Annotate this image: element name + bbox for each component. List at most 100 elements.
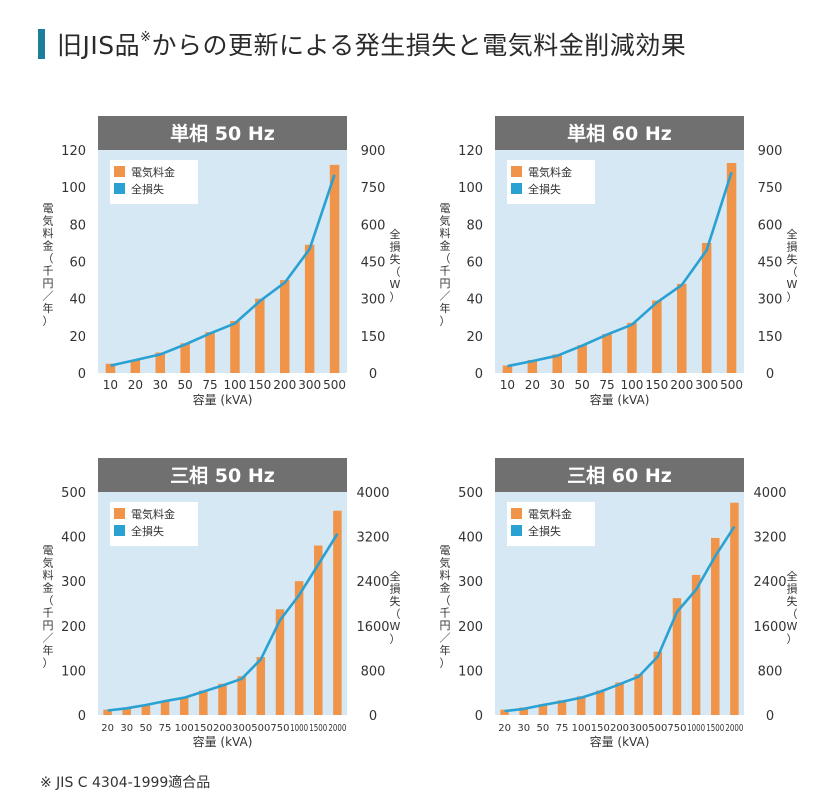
y-axis-label-char: ／ [440,290,451,303]
x-tick-label: 1000 [290,723,308,734]
chart-header [495,458,744,492]
y-axis-label-char: 料 [440,226,451,240]
y-axis-label-char: 料 [43,568,54,582]
x-tick-label: 30 [517,723,530,734]
y2-tick-label: 150 [758,330,783,345]
y-tick-label: 0 [475,709,483,724]
bar [691,574,701,715]
bar [577,345,587,373]
y-tick-label: 500 [61,486,86,501]
y-tick-label: 300 [458,575,483,590]
y2-tick-label: 2400 [356,575,389,590]
y2-tick-label: 4000 [356,486,389,501]
x-tick-label: 150 [645,378,668,392]
legend-label: 電気料金 [528,165,572,179]
x-tick-label: 500 [323,378,346,392]
bar [160,700,170,715]
legend-label: 電気料金 [131,165,175,179]
legend-swatch-bar [511,166,522,177]
y2-tick-label: 600 [758,218,783,233]
chart-three-phase-50hz: 三相 50 Hz01002003004005000800160024003200… [43,458,401,749]
x-tick-label: 200 [610,723,629,734]
y-tick-label: 80 [69,218,86,233]
x-tick-label: 750 [667,723,686,734]
bar [294,581,304,715]
x-axis-label: 容量 (kVA) [193,392,253,407]
y2-axis-label-char: 全 [390,569,401,583]
y-axis-label-char: 気 [440,214,451,228]
y2-tick-label: 450 [361,256,386,271]
y-axis-label-char: 年 [43,643,54,657]
y2-axis-label-char: W [787,620,798,633]
bar [105,363,116,373]
x-tick-label: 100 [175,723,194,734]
y-tick-label: 20 [466,330,483,345]
title-accent-bar [38,29,45,59]
legend-label: 電気料金 [131,507,175,521]
x-tick-label: 20 [498,723,511,734]
legend-swatch-line [114,525,125,536]
y-axis-label-char: ） [440,315,451,328]
y-axis-label: 電気料金（千円／年） [440,544,451,670]
y2-axis-label-char: ） [390,291,401,304]
legend-label: 電気料金 [528,507,572,521]
chart-title: 単相 60 Hz [567,122,672,145]
y2-axis-label-char: ） [787,633,798,646]
y2-tick-label: 750 [758,181,783,196]
y-axis-label-char: ） [440,657,451,670]
y2-axis-label-char: （ [787,608,798,621]
x-tick-label: 10 [500,378,515,392]
y2-axis-label-char: 損 [787,582,798,596]
x-tick-label: 750 [270,723,289,734]
y2-tick-label: 1600 [356,620,389,635]
chart-title: 単相 50 Hz [170,122,275,145]
y-tick-label: 60 [69,256,86,271]
x-tick-label: 10 [103,378,118,392]
y-axis-label-char: 円 [440,277,451,290]
x-tick-label: 30 [120,723,133,734]
y-tick-label: 0 [475,367,483,382]
series-line [110,174,336,367]
x-tick-label: 1500 [309,723,327,734]
y-tick-label: 400 [61,531,86,546]
y2-axis-label-char: ） [787,291,798,304]
y2-tick-label: 0 [766,367,774,382]
series-line [507,171,733,368]
y-axis-label-char: 気 [43,214,54,228]
y2-tick-label: 800 [758,664,783,679]
y-axis-label-char: 金 [440,581,451,595]
bar [280,280,290,373]
bar [596,690,605,715]
x-tick-label: 300 [695,378,718,392]
y2-axis-label-char: （ [787,266,798,279]
y2-axis-label-char: 失 [787,253,798,266]
bar [255,298,265,373]
y2-tick-label: 900 [758,144,783,159]
chart-title: 三相 50 Hz [170,465,275,487]
bar [179,697,189,715]
y2-axis-label: 全損失（W） [787,227,798,304]
x-tick-label: 1000 [687,723,705,734]
bar [333,510,342,715]
x-axis-label: 容量 (kVA) [590,734,650,749]
bar [652,300,662,373]
x-tick-label: 100 [223,378,246,392]
y-tick-label: 100 [61,181,86,196]
x-tick-label: 100 [572,723,591,734]
y2-tick-label: 800 [361,664,386,679]
x-tick-label: 500 [720,378,743,392]
y2-axis-label-char: 失 [390,253,401,266]
y-axis-label-char: 気 [43,556,54,570]
y-axis-label-char: 円 [440,619,451,632]
y-axis-label-char: 年 [440,301,451,315]
y2-axis-label-char: 損 [390,582,401,596]
bar [103,709,112,715]
bar [329,164,340,373]
chart-header [98,116,347,150]
y2-tick-label: 0 [369,367,377,382]
y-axis-label-char: 金 [43,581,54,595]
bar [141,705,151,715]
x-tick-label: 75 [599,378,614,392]
x-tick-label: 50 [178,378,193,392]
bar [130,359,141,373]
